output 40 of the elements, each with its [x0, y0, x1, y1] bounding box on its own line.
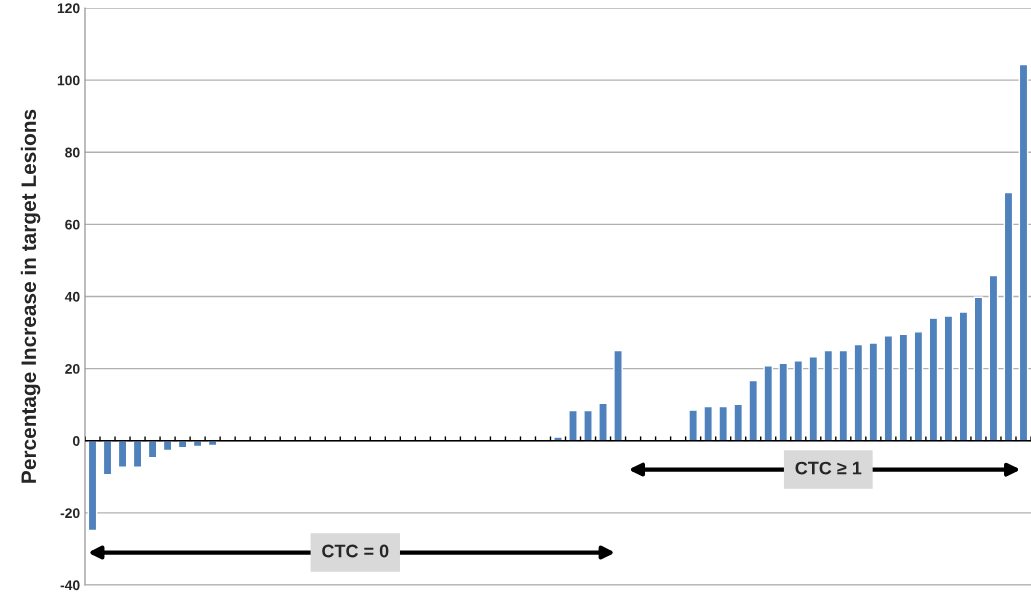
bar — [913, 331, 924, 442]
bar — [1003, 191, 1014, 442]
y-tick-label: 80 — [65, 147, 80, 158]
bar — [703, 405, 713, 442]
y-tick-label: 100 — [57, 75, 80, 86]
bar — [583, 409, 593, 442]
bar — [883, 335, 894, 442]
bar — [958, 311, 969, 442]
bar — [793, 359, 804, 442]
y-tick-label: -40 — [60, 580, 80, 591]
bar — [853, 343, 864, 442]
bar — [748, 379, 759, 442]
y-tick-label: 40 — [64, 291, 80, 302]
annotation: CTC ≥ 1 — [795, 461, 862, 475]
bar — [823, 349, 834, 442]
bar — [718, 405, 728, 442]
bar — [928, 317, 939, 442]
bar — [598, 402, 608, 442]
bar — [87, 440, 98, 532]
y-tick-label: 120 — [57, 3, 80, 14]
bar — [943, 315, 954, 442]
bar — [763, 365, 774, 442]
bar — [838, 349, 849, 442]
bar — [1018, 63, 1029, 442]
bar — [973, 296, 984, 442]
bar — [778, 362, 789, 442]
bar — [898, 333, 909, 442]
y-tick-label: -20 — [60, 508, 80, 519]
bar — [988, 274, 999, 442]
bar — [688, 409, 698, 442]
annotation: CTC = 0 — [322, 544, 389, 558]
y-tick-label: 20 — [65, 363, 80, 374]
bar — [733, 403, 744, 442]
y-axis-title: Percentage Increase in target Lesions — [20, 109, 41, 483]
bar — [808, 356, 819, 442]
bar — [613, 349, 623, 442]
bar — [868, 342, 879, 442]
bar — [568, 409, 578, 442]
y-tick-label: 60 — [65, 219, 80, 230]
y-tick-label: 0 — [72, 436, 80, 446]
